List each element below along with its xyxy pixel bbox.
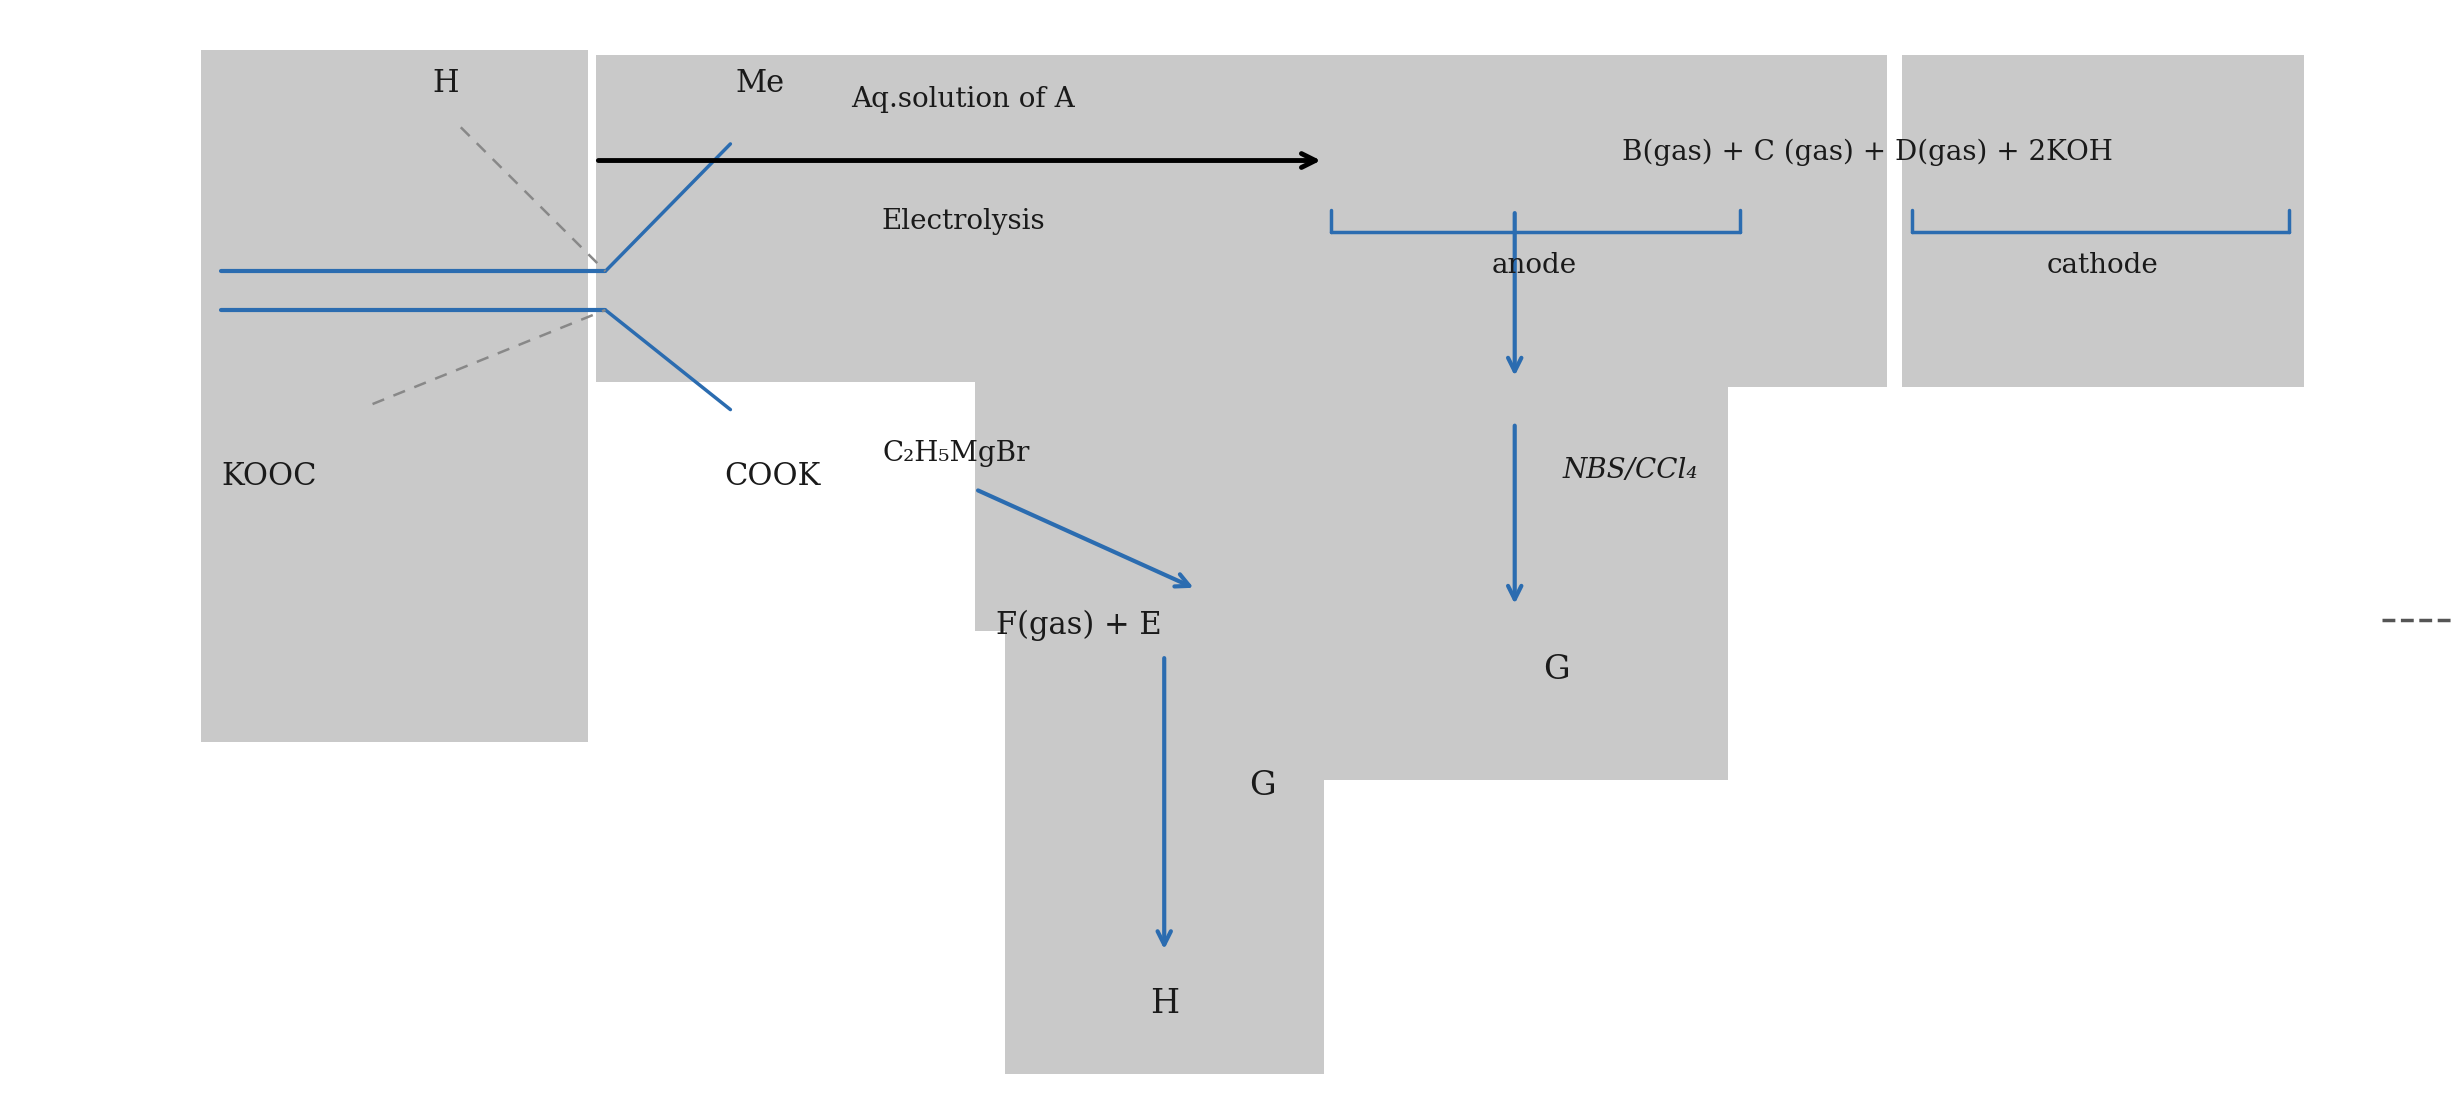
Bar xyxy=(201,50,588,742)
Bar xyxy=(1900,55,2304,387)
Text: F(gas) + E: F(gas) + E xyxy=(995,610,1162,641)
Text: C₂H₅MgBr: C₂H₅MgBr xyxy=(882,441,1029,467)
Text: H: H xyxy=(434,68,458,99)
Text: KOOC: KOOC xyxy=(223,461,316,492)
Bar xyxy=(596,382,1324,631)
Text: Me: Me xyxy=(735,68,784,99)
Bar xyxy=(596,382,975,631)
Text: G: G xyxy=(1250,770,1275,801)
Bar xyxy=(1005,598,1324,1074)
Text: B(gas) + C (gas) + D(gas) + 2KOH: B(gas) + C (gas) + D(gas) + 2KOH xyxy=(1623,139,2113,166)
Text: G: G xyxy=(1544,654,1569,685)
Bar xyxy=(1887,55,1902,387)
Text: Electrolysis: Electrolysis xyxy=(882,208,1044,235)
Text: COOK: COOK xyxy=(723,461,821,492)
Bar xyxy=(596,631,1005,780)
Text: Aq.solution of A: Aq.solution of A xyxy=(850,86,1076,113)
Text: cathode: cathode xyxy=(2047,252,2159,279)
Bar xyxy=(1324,382,1728,780)
Text: anode: anode xyxy=(1493,252,1576,279)
Bar xyxy=(1324,55,1887,387)
Bar xyxy=(596,55,1324,387)
Text: NBS/CCl₄: NBS/CCl₄ xyxy=(1561,457,1699,484)
Text: H: H xyxy=(1150,989,1179,1020)
